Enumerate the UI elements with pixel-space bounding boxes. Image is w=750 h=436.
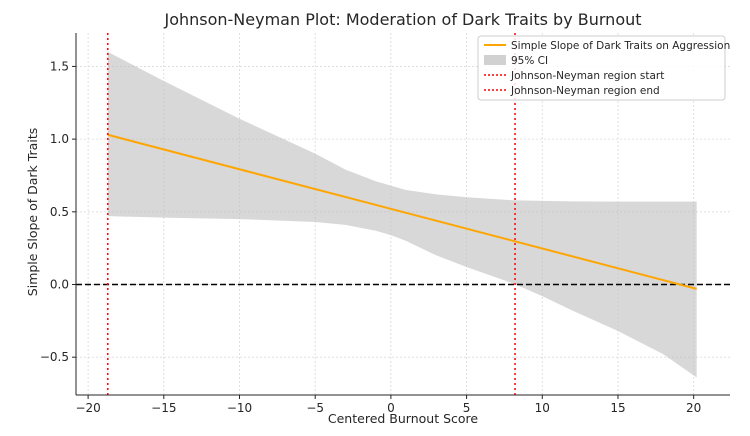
legend-label-3: Johnson-Neyman region end bbox=[510, 85, 660, 97]
y-tick-label-3: 1.0 bbox=[50, 132, 69, 146]
y-tick-label-1: 0.0 bbox=[50, 278, 69, 292]
x-tick-label-2: −10 bbox=[227, 401, 252, 415]
y-axis-label: Simple Slope of Dark Traits bbox=[25, 128, 40, 296]
x-tick-label-8: 20 bbox=[686, 401, 701, 415]
x-tick-label-3: −5 bbox=[306, 401, 324, 415]
x-tick-label-7: 15 bbox=[610, 401, 625, 415]
ci-band bbox=[107, 51, 697, 378]
x-tick-label-1: −15 bbox=[151, 401, 176, 415]
y-tick-label-0: −0.5 bbox=[40, 350, 69, 364]
series-line-0 bbox=[107, 133, 697, 290]
axes-group bbox=[75, 33, 730, 396]
legend-swatch-1 bbox=[484, 55, 506, 65]
ci-band-group bbox=[107, 51, 697, 378]
legend-label-1: 95% CI bbox=[511, 55, 548, 67]
x-tick-label-0: −20 bbox=[75, 401, 100, 415]
y-tick-label-2: 0.5 bbox=[50, 205, 69, 219]
legend-label-2: Johnson-Neyman region start bbox=[510, 70, 664, 82]
legend-label-0: Simple Slope of Dark Traits on Aggressio… bbox=[511, 40, 730, 52]
y-ticks: −0.5 0.0 0.5 1.0 1.5 bbox=[40, 59, 76, 364]
x-tick-label-5: 5 bbox=[463, 401, 471, 415]
legend-box bbox=[477, 35, 726, 101]
chart-title: Johnson-Neyman Plot: Moderation of Dark … bbox=[163, 10, 641, 29]
x-tick-label-4: 0 bbox=[387, 401, 395, 415]
x-axis-label: Centered Burnout Score bbox=[328, 411, 478, 426]
x-tick-label-6: 10 bbox=[535, 401, 550, 415]
x-ticks: −20 −15 −10 −5 0 5 10 15 20 bbox=[75, 395, 701, 415]
y-tick-label-4: 1.5 bbox=[50, 59, 69, 73]
legend: Simple Slope of Dark Traits on Aggressio… bbox=[477, 35, 730, 101]
series-group bbox=[76, 133, 730, 290]
